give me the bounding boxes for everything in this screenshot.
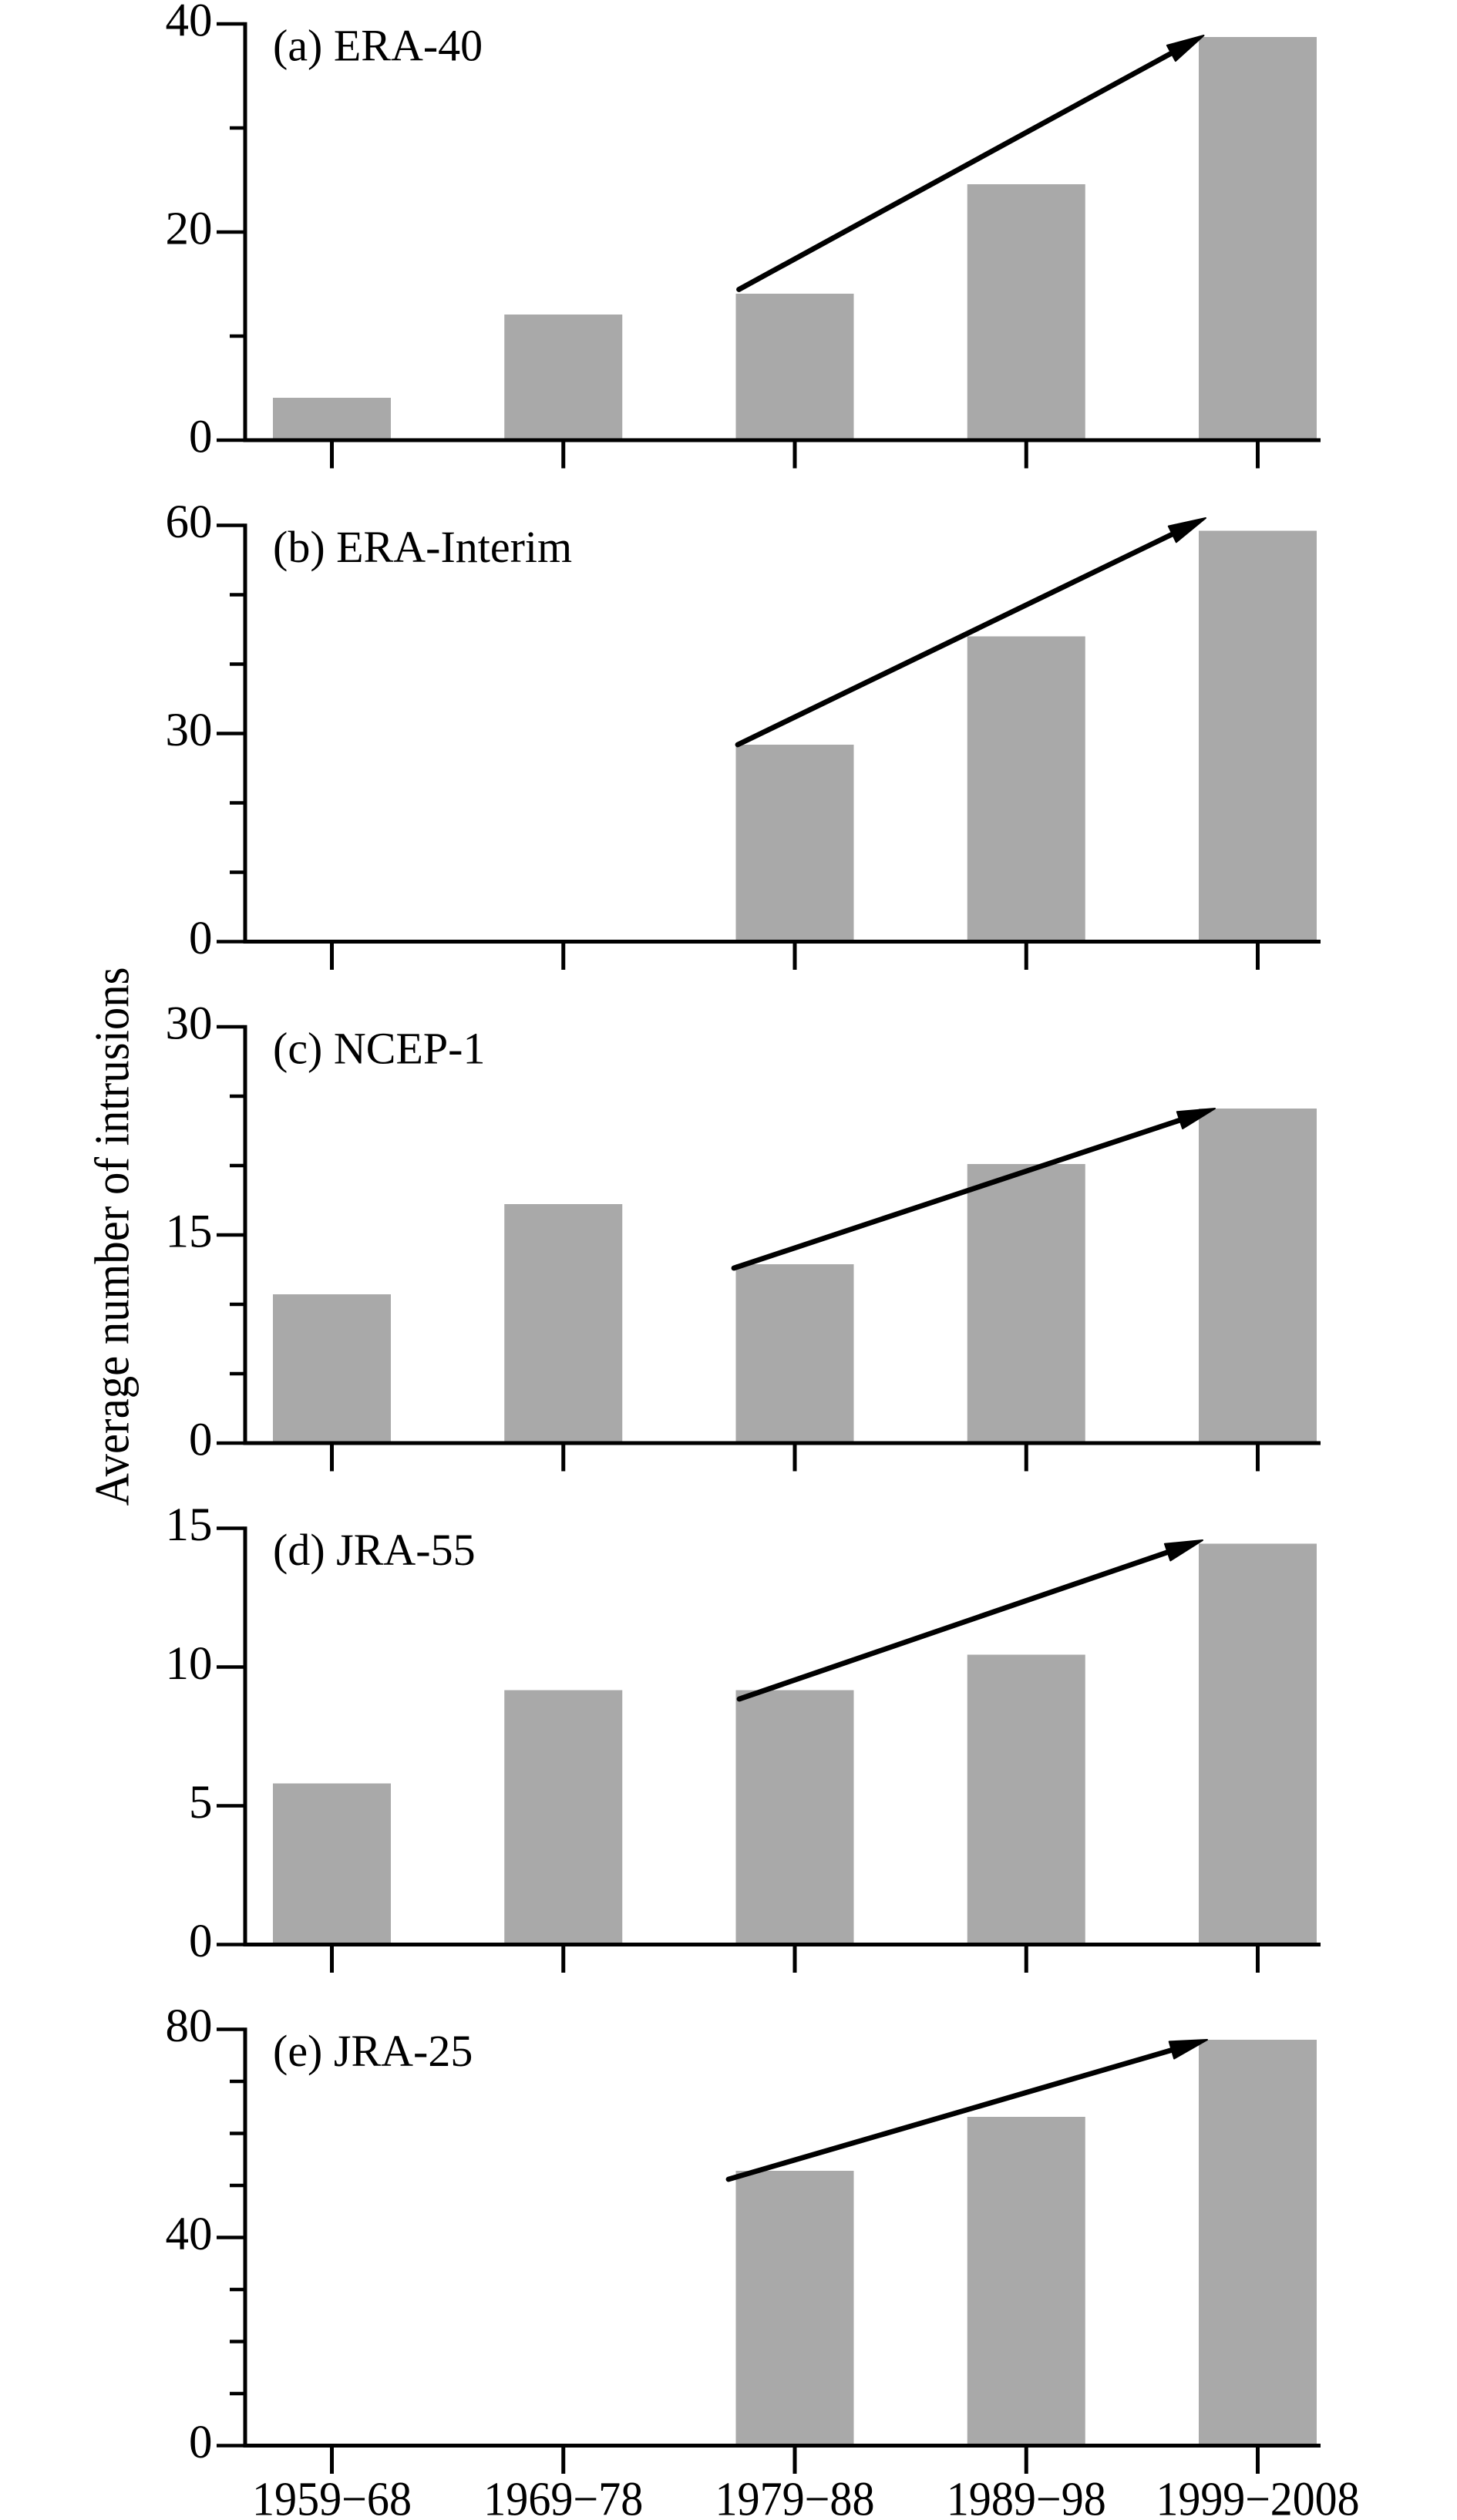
svg-text:15: 15 (166, 1499, 213, 1551)
svg-text:10: 10 (166, 1638, 213, 1690)
svg-text:15: 15 (166, 1206, 213, 1258)
svg-text:60: 60 (166, 496, 213, 548)
svg-text:(d) JRA-55: (d) JRA-55 (273, 1525, 476, 1575)
svg-text:0: 0 (189, 913, 213, 964)
svg-text:0: 0 (189, 1415, 213, 1466)
svg-text:1989−98: 1989−98 (947, 2474, 1106, 2520)
svg-text:1979−88: 1979−88 (715, 2474, 875, 2520)
svg-text:1999−2008: 1999−2008 (1156, 2474, 1360, 2520)
svg-text:40: 40 (166, 0, 213, 47)
svg-text:1969−78: 1969−78 (483, 2474, 643, 2520)
svg-text:0: 0 (189, 1916, 213, 1967)
svg-text:1959−68: 1959−68 (252, 2474, 412, 2520)
svg-text:20: 20 (166, 204, 213, 255)
svg-text:(c) NCEP-1: (c) NCEP-1 (273, 1024, 485, 1074)
svg-text:30: 30 (166, 998, 213, 1050)
svg-text:30: 30 (166, 705, 213, 756)
svg-text:0: 0 (189, 412, 213, 463)
svg-text:(b) ERA-Interim: (b) ERA-Interim (273, 522, 572, 572)
svg-text:Average number of intrusions: Average number of intrusions (85, 967, 140, 1506)
svg-text:80: 80 (166, 2000, 213, 2052)
svg-text:(e) JRA-25: (e) JRA-25 (273, 2026, 473, 2076)
svg-text:0: 0 (189, 2417, 213, 2468)
svg-text:5: 5 (189, 1777, 213, 1829)
svg-text:40: 40 (166, 2209, 213, 2260)
svg-text:(a) ERA-40: (a) ERA-40 (273, 21, 483, 71)
